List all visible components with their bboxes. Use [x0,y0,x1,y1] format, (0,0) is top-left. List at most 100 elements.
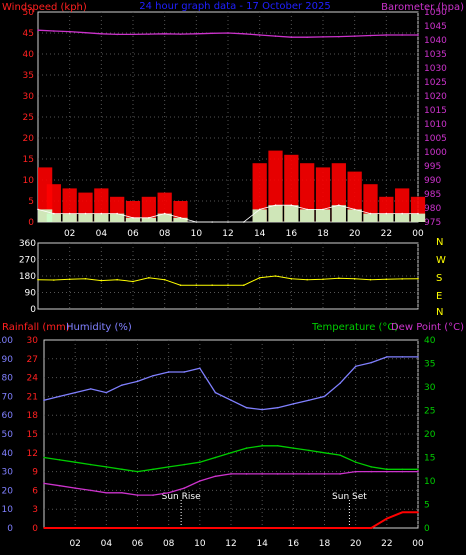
wind-direction-line-point [148,277,150,279]
rain-ytick: 24 [27,374,39,384]
humidity-line-point [167,371,170,373]
avg-bar [62,213,77,222]
rainfall-line-point [58,527,61,529]
compass-label: N [436,307,443,318]
dewpoint-line-point [354,470,357,473]
dewpoint-line-point [401,470,404,473]
humidity-line-point [199,367,201,370]
rainfall-line-point [308,527,310,529]
dewpoint-line-point [339,473,341,475]
temp-xtick: 14 [256,539,268,549]
rain-ytick: 6 [32,486,38,496]
rain-ytick: 15 [27,430,38,440]
rain-ytick: 12 [27,449,38,459]
rainfall-line-point [386,517,388,520]
rainfall-line-point [199,527,201,529]
dewpoint-line-point [152,494,154,496]
humidity-line-point [183,371,186,373]
compass-label: N [436,237,443,248]
baro-ytick: 1020 [424,92,447,102]
baro-ytick: 990 [424,176,441,186]
avg-bar [157,213,172,222]
barometer-line-point [401,34,403,36]
avg-wind-line-point [100,212,103,215]
compass-label: S [436,273,442,284]
baro-ytick: 1035 [424,50,447,60]
temperature-line-point [43,456,45,459]
humidity-ytick: 80 [2,374,14,384]
avg-wind-line-point [211,221,213,223]
barometer-line-point [84,31,87,34]
barometer-line-point [243,33,245,35]
wind-direction-line-point [290,277,293,280]
dewpoint-line-point [74,487,76,489]
avg-bar [410,213,426,222]
barometer-line-point [417,34,419,36]
avg-bar [46,213,61,222]
wind-direction-line-point [306,278,308,281]
avg-wind-line-point [227,221,229,223]
dewpoint-ylabel: Dew Point (°C) [391,322,464,333]
dewpoint-line-point [43,482,45,485]
wind-direction-line-point [84,277,87,280]
rainfall-line-point [74,527,76,529]
rainfall-line-point [167,527,170,529]
baro-ytick: 1030 [424,64,447,74]
temperature-line-point [58,459,61,461]
rain-ytick: 30 [27,336,39,346]
dewpoint-line-point [323,473,326,475]
dewpoint-line-point [245,473,248,475]
temp-xtick: 04 [101,539,113,549]
temp-xtick: 10 [194,539,206,549]
dewpoint-line-point [136,494,139,496]
rain-ytick: 0 [32,524,38,534]
barometer-line-point [306,36,308,38]
humidity-ytick: 100 [0,336,13,346]
rain-ylabel: Rainfall (mm) [2,322,70,333]
temp-xtick: 08 [163,539,175,549]
avg-wind-line-point [116,212,118,215]
humidity-line-point [354,365,357,368]
humidity-ytick: 70 [2,392,14,402]
wind-direction-line-point [227,284,229,286]
avg-wind-line-point [132,217,134,219]
temperature-line-point [121,468,123,471]
wind-direction-line-point [53,279,55,281]
baro-ytick: 975 [424,218,441,228]
wind-xtick: 08 [159,229,171,239]
avg-bar [173,217,188,222]
avg-wind-line-point [243,221,245,223]
barometer-line-point [258,34,261,36]
temperature-line-point [152,468,154,471]
temperature-line-point [370,466,373,468]
wind-direction-line-point [243,284,245,286]
wind-direction-line-point [385,278,388,281]
wind-direction-line-point [258,277,261,279]
temperature-line-point [386,468,388,471]
wind-xtick: 18 [317,229,329,239]
temp-ytick: 20 [424,430,436,440]
temp-ylabel: Temperature (°C) [311,322,398,333]
humidity-line-point [214,391,217,394]
barometer-line-point [100,33,103,35]
rainfall-line-point [245,527,248,529]
humidity-ytick: 90 [2,355,14,365]
humidity-line-point [152,374,154,377]
wind-xtick: 16 [286,229,298,239]
humidity-line-point [417,356,419,358]
temp-ytick: 25 [424,407,435,417]
temp-xtick: 20 [350,539,362,549]
avg-bar [363,213,378,222]
wind-xtick: 14 [254,229,266,239]
temp-xtick: 18 [319,539,331,549]
rainfall-line-point [339,527,341,529]
temperature-line-point [261,444,263,447]
dewpoint-line-point [183,487,186,489]
rainfall-line-point [417,511,419,514]
humidity-ytick: 40 [2,449,14,459]
barometer-line-point [163,33,166,35]
wind-ytick: 35 [23,71,34,81]
humidity-line-point [121,384,123,386]
wind-direction-line-point [195,284,198,286]
avg-wind-line-point [274,204,277,206]
